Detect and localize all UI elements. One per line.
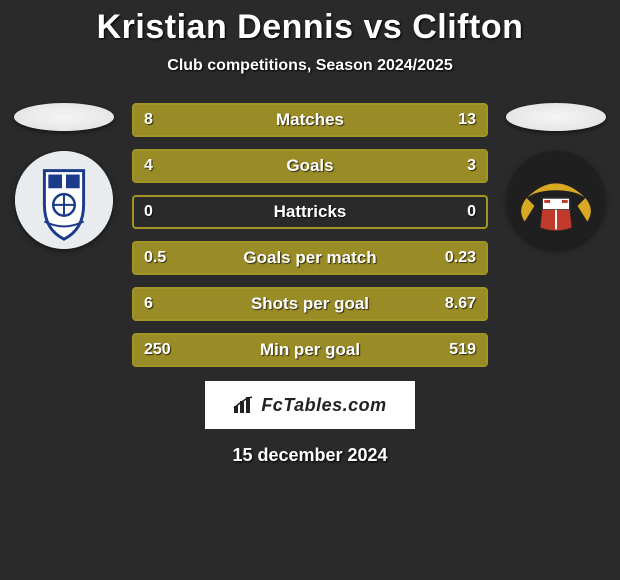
stat-bar: 43Goals <box>132 149 488 183</box>
fctables-label: FcTables.com <box>261 395 386 416</box>
stat-bar: 00Hattricks <box>132 195 488 229</box>
subtitle: Club competitions, Season 2024/2025 <box>167 57 452 75</box>
bar-chart-icon <box>233 396 255 414</box>
fctables-badge: FcTables.com <box>205 381 415 429</box>
doncaster-rovers-crest <box>507 151 605 249</box>
player-right-col <box>496 103 616 249</box>
stat-label: Goals per match <box>134 248 486 268</box>
player-left-silhouette <box>14 103 114 131</box>
stat-bar: 0.50.23Goals per match <box>132 241 488 275</box>
stat-label: Goals <box>134 156 486 176</box>
shield-icon <box>15 151 113 249</box>
viking-icon <box>507 151 605 249</box>
player-left-col <box>4 103 124 249</box>
stat-label: Hattricks <box>134 202 486 222</box>
root: Kristian Dennis vs Clifton Club competit… <box>0 0 620 466</box>
stat-label: Min per goal <box>134 340 486 360</box>
main-row: 813Matches 43Goals 00Hattricks 0.50.23Goals… <box>0 103 620 367</box>
player-right-silhouette <box>506 103 606 131</box>
stat-bar: 250519Min per goal <box>132 333 488 367</box>
stat-label: Matches <box>134 110 486 130</box>
stat-bar: 68.67Shots per goal <box>132 287 488 321</box>
stats-column: 813Matches 43Goals 00Hattricks 0.50.23Goals… <box>132 103 488 367</box>
stat-label: Shots per goal <box>134 294 486 314</box>
tranmere-rovers-crest <box>15 151 113 249</box>
page-title: Kristian Dennis vs Clifton <box>97 8 524 47</box>
stat-bar: 813Matches <box>132 103 488 137</box>
date-label: 15 december 2024 <box>232 445 387 466</box>
